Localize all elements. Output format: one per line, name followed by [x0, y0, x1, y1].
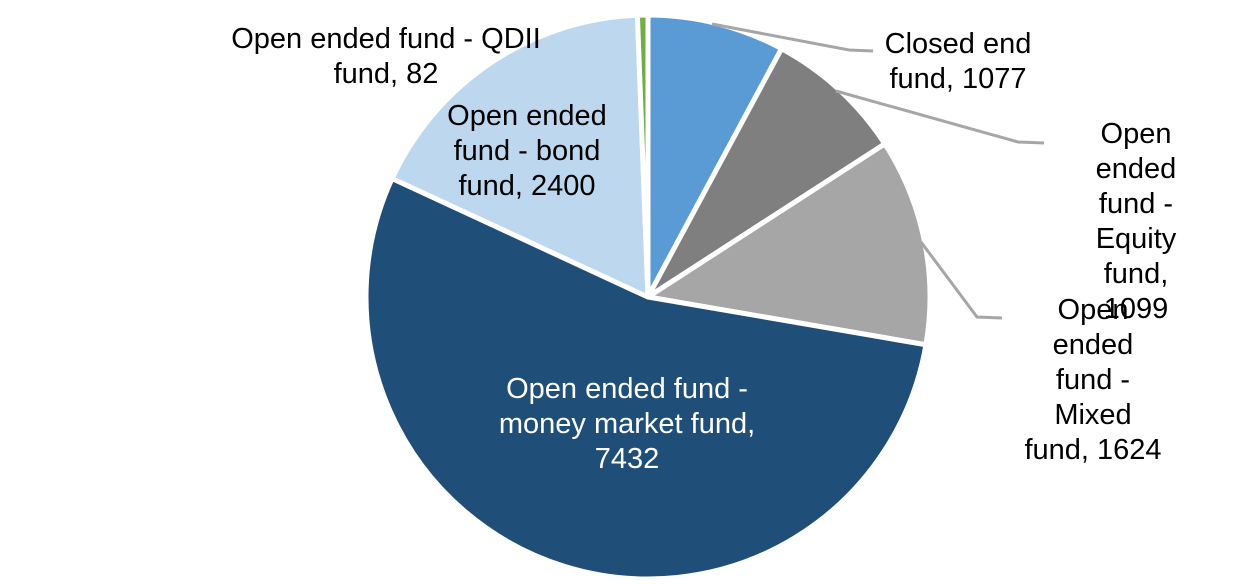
leader-line-closed-end-fund: [711, 22, 874, 53]
pie-slices-group: [363, 12, 933, 582]
pie-slice-open-ended-fund-qdii-fund: [634, 12, 651, 300]
pie-slice-open-ended-fund-bond-fund: [389, 12, 651, 300]
pie-slice-open-ended-fund-mixed-fund: [645, 141, 933, 348]
pie-slice-open-ended-fund-money-market-fund: [363, 176, 929, 582]
pie-slice-open-ended-fund-equity-fund: [645, 46, 888, 300]
leader-line-open-ended-fund-equity-fund: [835, 89, 1045, 145]
leader-lines-group: [711, 22, 1045, 320]
leader-line-open-ended-fund-mixed-fund: [919, 241, 1003, 320]
